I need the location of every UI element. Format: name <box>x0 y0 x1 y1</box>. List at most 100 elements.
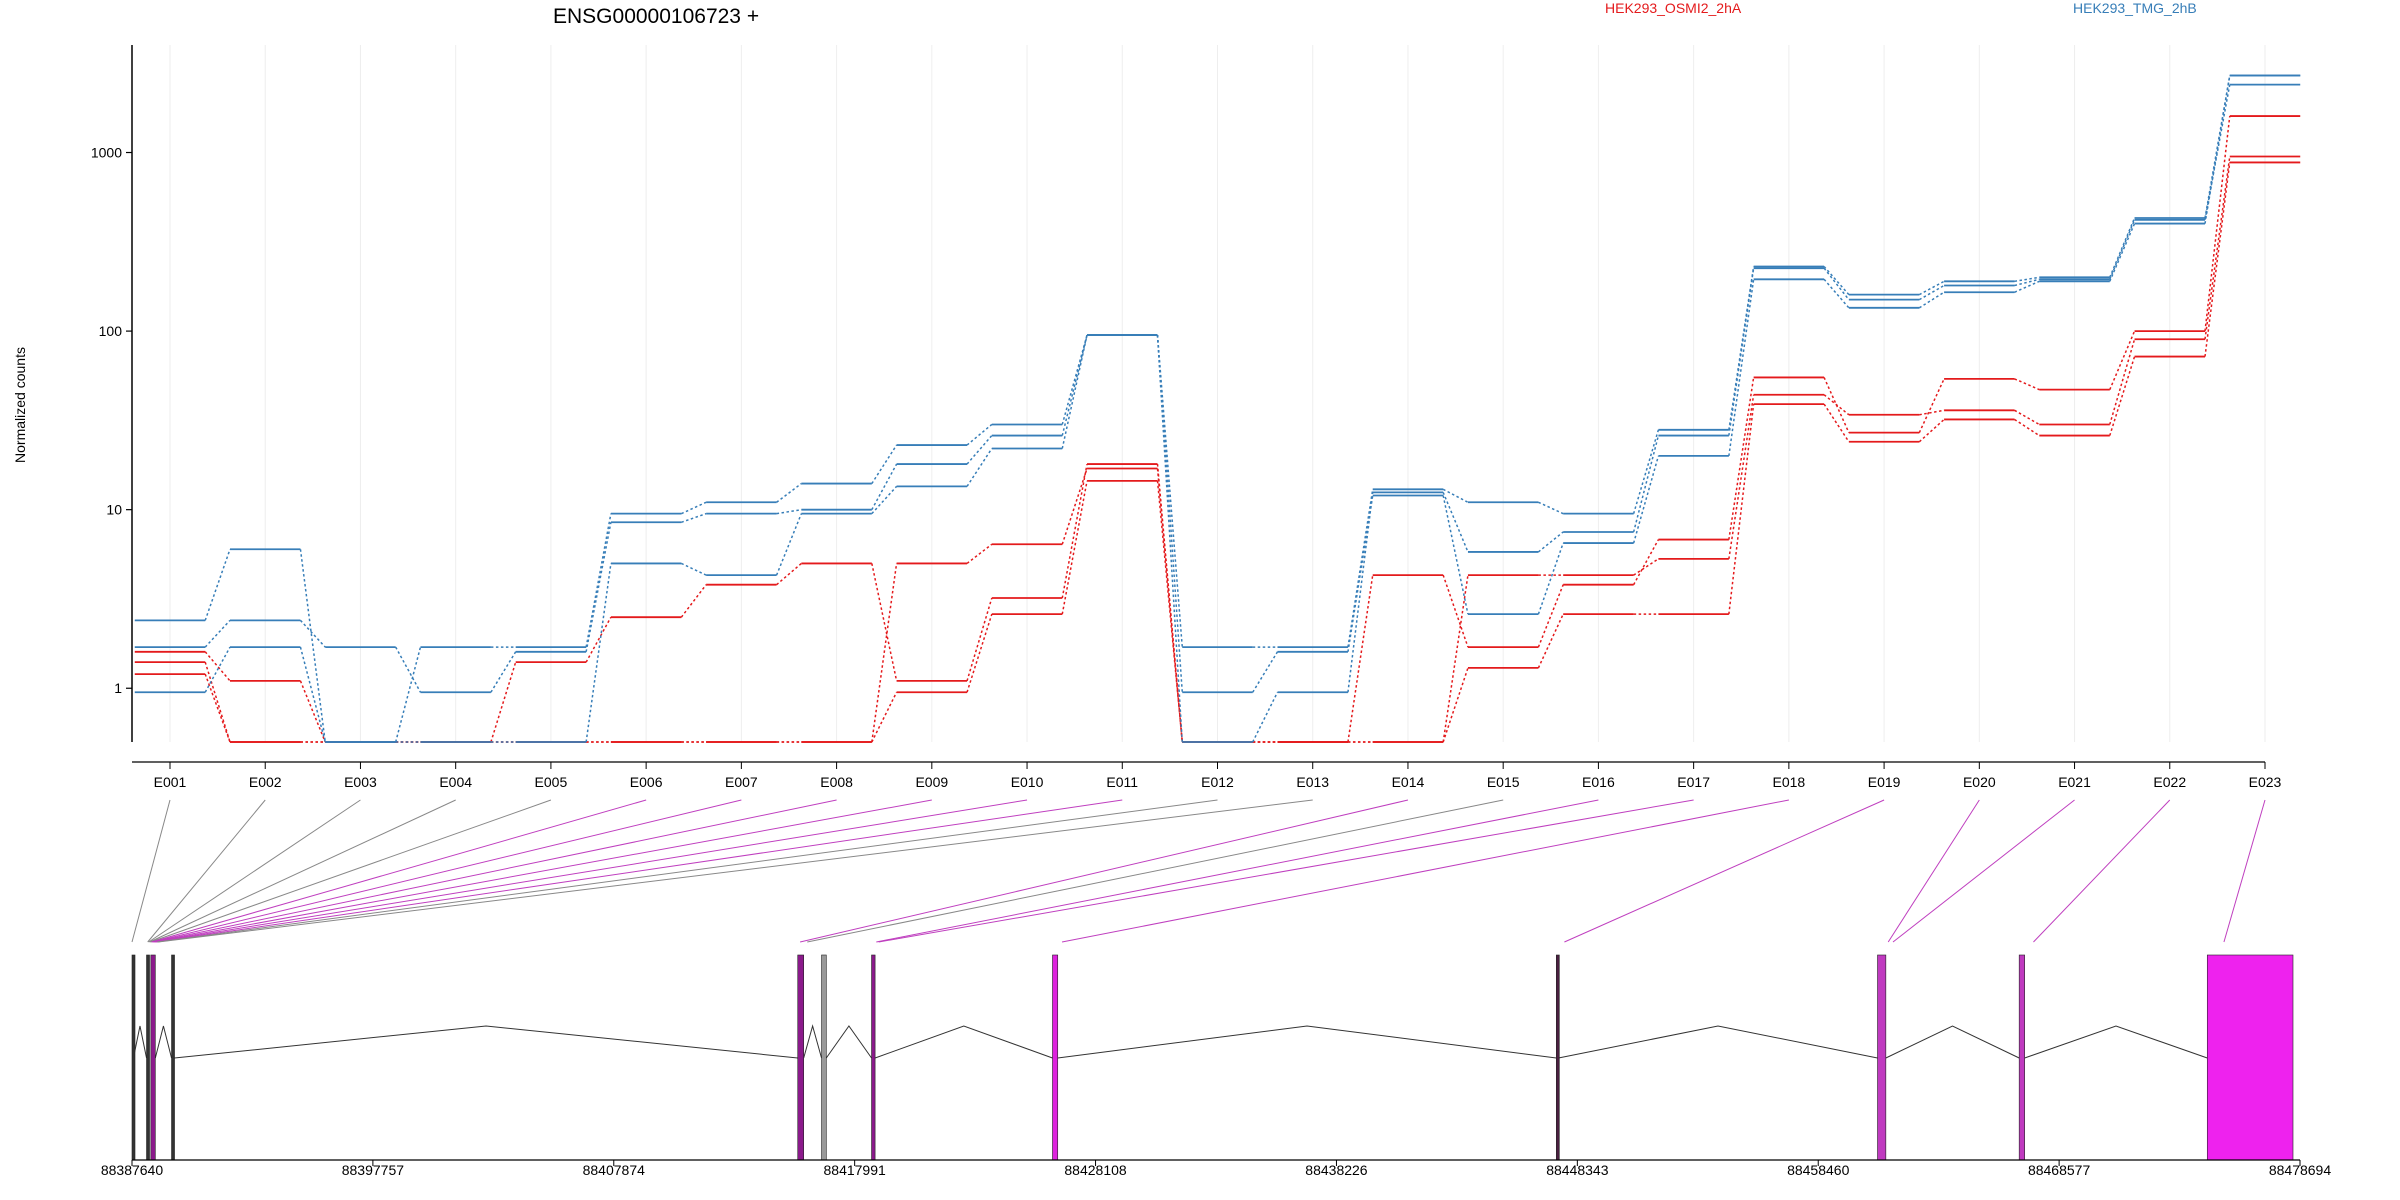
x-tick-label-e003: E003 <box>344 774 377 790</box>
y-tick-label-1: 1 <box>114 680 122 696</box>
series-3-connector-11 <box>1156 480 1184 743</box>
series-5-connector-9 <box>966 435 993 465</box>
map-line-e014 <box>799 799 1409 943</box>
y-axis-label: Normalized counts <box>12 347 28 463</box>
series-6-connector-19 <box>1918 291 1945 309</box>
series-3-connector-14 <box>1442 667 1469 743</box>
x-tick-label-e013: E013 <box>1296 774 1329 790</box>
map-line-e005 <box>150 799 552 943</box>
intron-9 <box>1558 1025 1878 1059</box>
x-tick-label-e001: E001 <box>154 774 187 790</box>
x-tick-label-e004: E004 <box>439 774 472 790</box>
series-6-connector-7 <box>775 513 803 576</box>
series-6-connector-21 <box>2109 223 2136 282</box>
series-5-connector-20 <box>2014 278 2040 287</box>
series-3-connector-19 <box>1918 418 1945 443</box>
series-5-connector-2 <box>299 619 326 648</box>
intron-3 <box>154 1025 173 1059</box>
series-5-connector-17 <box>1728 268 1755 436</box>
series-4-connector-14 <box>1442 488 1469 503</box>
series-2-connector-2 <box>299 680 326 743</box>
series-4-connector-19 <box>1918 280 1945 296</box>
genomic-tick-label-88438226: 88438226 <box>1305 1162 1368 1178</box>
series-3-connector-8 <box>871 691 898 743</box>
series-4-connector-10 <box>1061 334 1088 425</box>
series-3-connector-22 <box>2204 162 2231 357</box>
map-line-e015 <box>807 799 1504 943</box>
series-6-connector-13 <box>1347 495 1374 652</box>
series-5 <box>134 83 2301 743</box>
intron-7 <box>874 1025 1053 1059</box>
series-1-connector-4 <box>490 661 517 743</box>
series-6-connector-10 <box>1061 334 1088 449</box>
series-1-connector-7 <box>776 562 802 586</box>
series-6-connector-6 <box>681 562 707 576</box>
exon-block-6 <box>821 954 827 1161</box>
legend-entry-osmi2: HEK293_OSMI2_2hA <box>1605 0 1742 16</box>
series-4-connector-6 <box>681 501 707 515</box>
genomic-tick-label-88387640: 88387640 <box>101 1162 164 1178</box>
series-5-connector-10 <box>1061 334 1088 436</box>
series-1-connector-16 <box>1632 539 1660 586</box>
series-4-connector-7 <box>776 482 802 503</box>
series-2-connector-19 <box>1919 409 1945 416</box>
x-tick-label-e006: E006 <box>630 774 663 790</box>
map-line-e008 <box>153 799 837 943</box>
series-5-connector-7 <box>776 508 802 515</box>
gene-model <box>131 954 2294 1161</box>
series-3-connector-15 <box>1537 613 1564 669</box>
series-4-connector-8 <box>871 444 898 484</box>
genomic-tick-label-88458460: 88458460 <box>1787 1162 1850 1178</box>
intron-1 <box>132 1025 148 1059</box>
series-3-connector-17 <box>1728 404 1755 615</box>
series-1-connector-19 <box>1918 378 1945 433</box>
exon-block-1 <box>131 954 136 1161</box>
series-6-connector-12 <box>1252 651 1279 693</box>
exon-block-9 <box>1556 954 1560 1161</box>
series-2-connector-20 <box>2014 409 2040 426</box>
series-5-connector-5 <box>585 522 612 652</box>
map-line-e009 <box>154 799 932 943</box>
series-4-connector-2 <box>299 549 326 743</box>
map-line-e006 <box>151 799 647 943</box>
series-3-connector-20 <box>2014 418 2040 437</box>
map-line-e001 <box>131 799 171 943</box>
series-6-connector-9 <box>966 448 993 487</box>
map-line-e003 <box>148 799 361 943</box>
intron-4 <box>174 1025 798 1059</box>
genomic-tick-label-88397757: 88397757 <box>342 1162 405 1178</box>
map-line-e023 <box>2223 799 2266 943</box>
y-tick-label-1000: 1000 <box>91 145 122 161</box>
map-line-e010 <box>155 799 1028 943</box>
series-1-connector-6 <box>680 584 707 618</box>
series-4-connector-16 <box>1632 429 1660 514</box>
x-tick-label-e016: E016 <box>1582 774 1615 790</box>
exon-block-4 <box>171 954 175 1161</box>
intron-5 <box>803 1024 823 1059</box>
genomic-coordinate-axis: 88387640 88397757 88407874 88417991 88428108… <box>101 1159 2331 1178</box>
exon-block-5 <box>797 954 804 1161</box>
series-4-connector-18 <box>1823 265 1850 296</box>
series-6-connector-5 <box>585 563 612 743</box>
map-line-e020 <box>1887 799 1980 943</box>
series-5-connector-8 <box>871 463 898 511</box>
x-tick-label-e012: E012 <box>1201 774 1234 790</box>
x-tick-label-e023: E023 <box>2249 774 2282 790</box>
plot-series <box>134 74 2301 743</box>
series-5-connector-6 <box>681 512 707 523</box>
series-2-connector-1 <box>204 651 231 682</box>
plot-gridlines <box>169 45 2266 742</box>
x-tick-label-e018: E018 <box>1773 774 1806 790</box>
intron-11 <box>2024 1025 2208 1059</box>
exon-mapping-lines <box>131 799 2266 943</box>
plot-axes: 1 10 100 1000 E001 E002 E003 E004 E005 E006 E007 E0… <box>91 45 2282 790</box>
series-3-connector-9 <box>966 613 993 693</box>
map-line-e007 <box>152 799 742 943</box>
x-tick-label-e009: E009 <box>915 774 948 790</box>
series-6-connector-18 <box>1823 278 1850 309</box>
exon-block-12 <box>2206 954 2294 1161</box>
series-4-connector-9 <box>966 423 993 446</box>
series-5-connector-4 <box>490 651 517 693</box>
series-1-connector-22 <box>2204 115 2231 332</box>
